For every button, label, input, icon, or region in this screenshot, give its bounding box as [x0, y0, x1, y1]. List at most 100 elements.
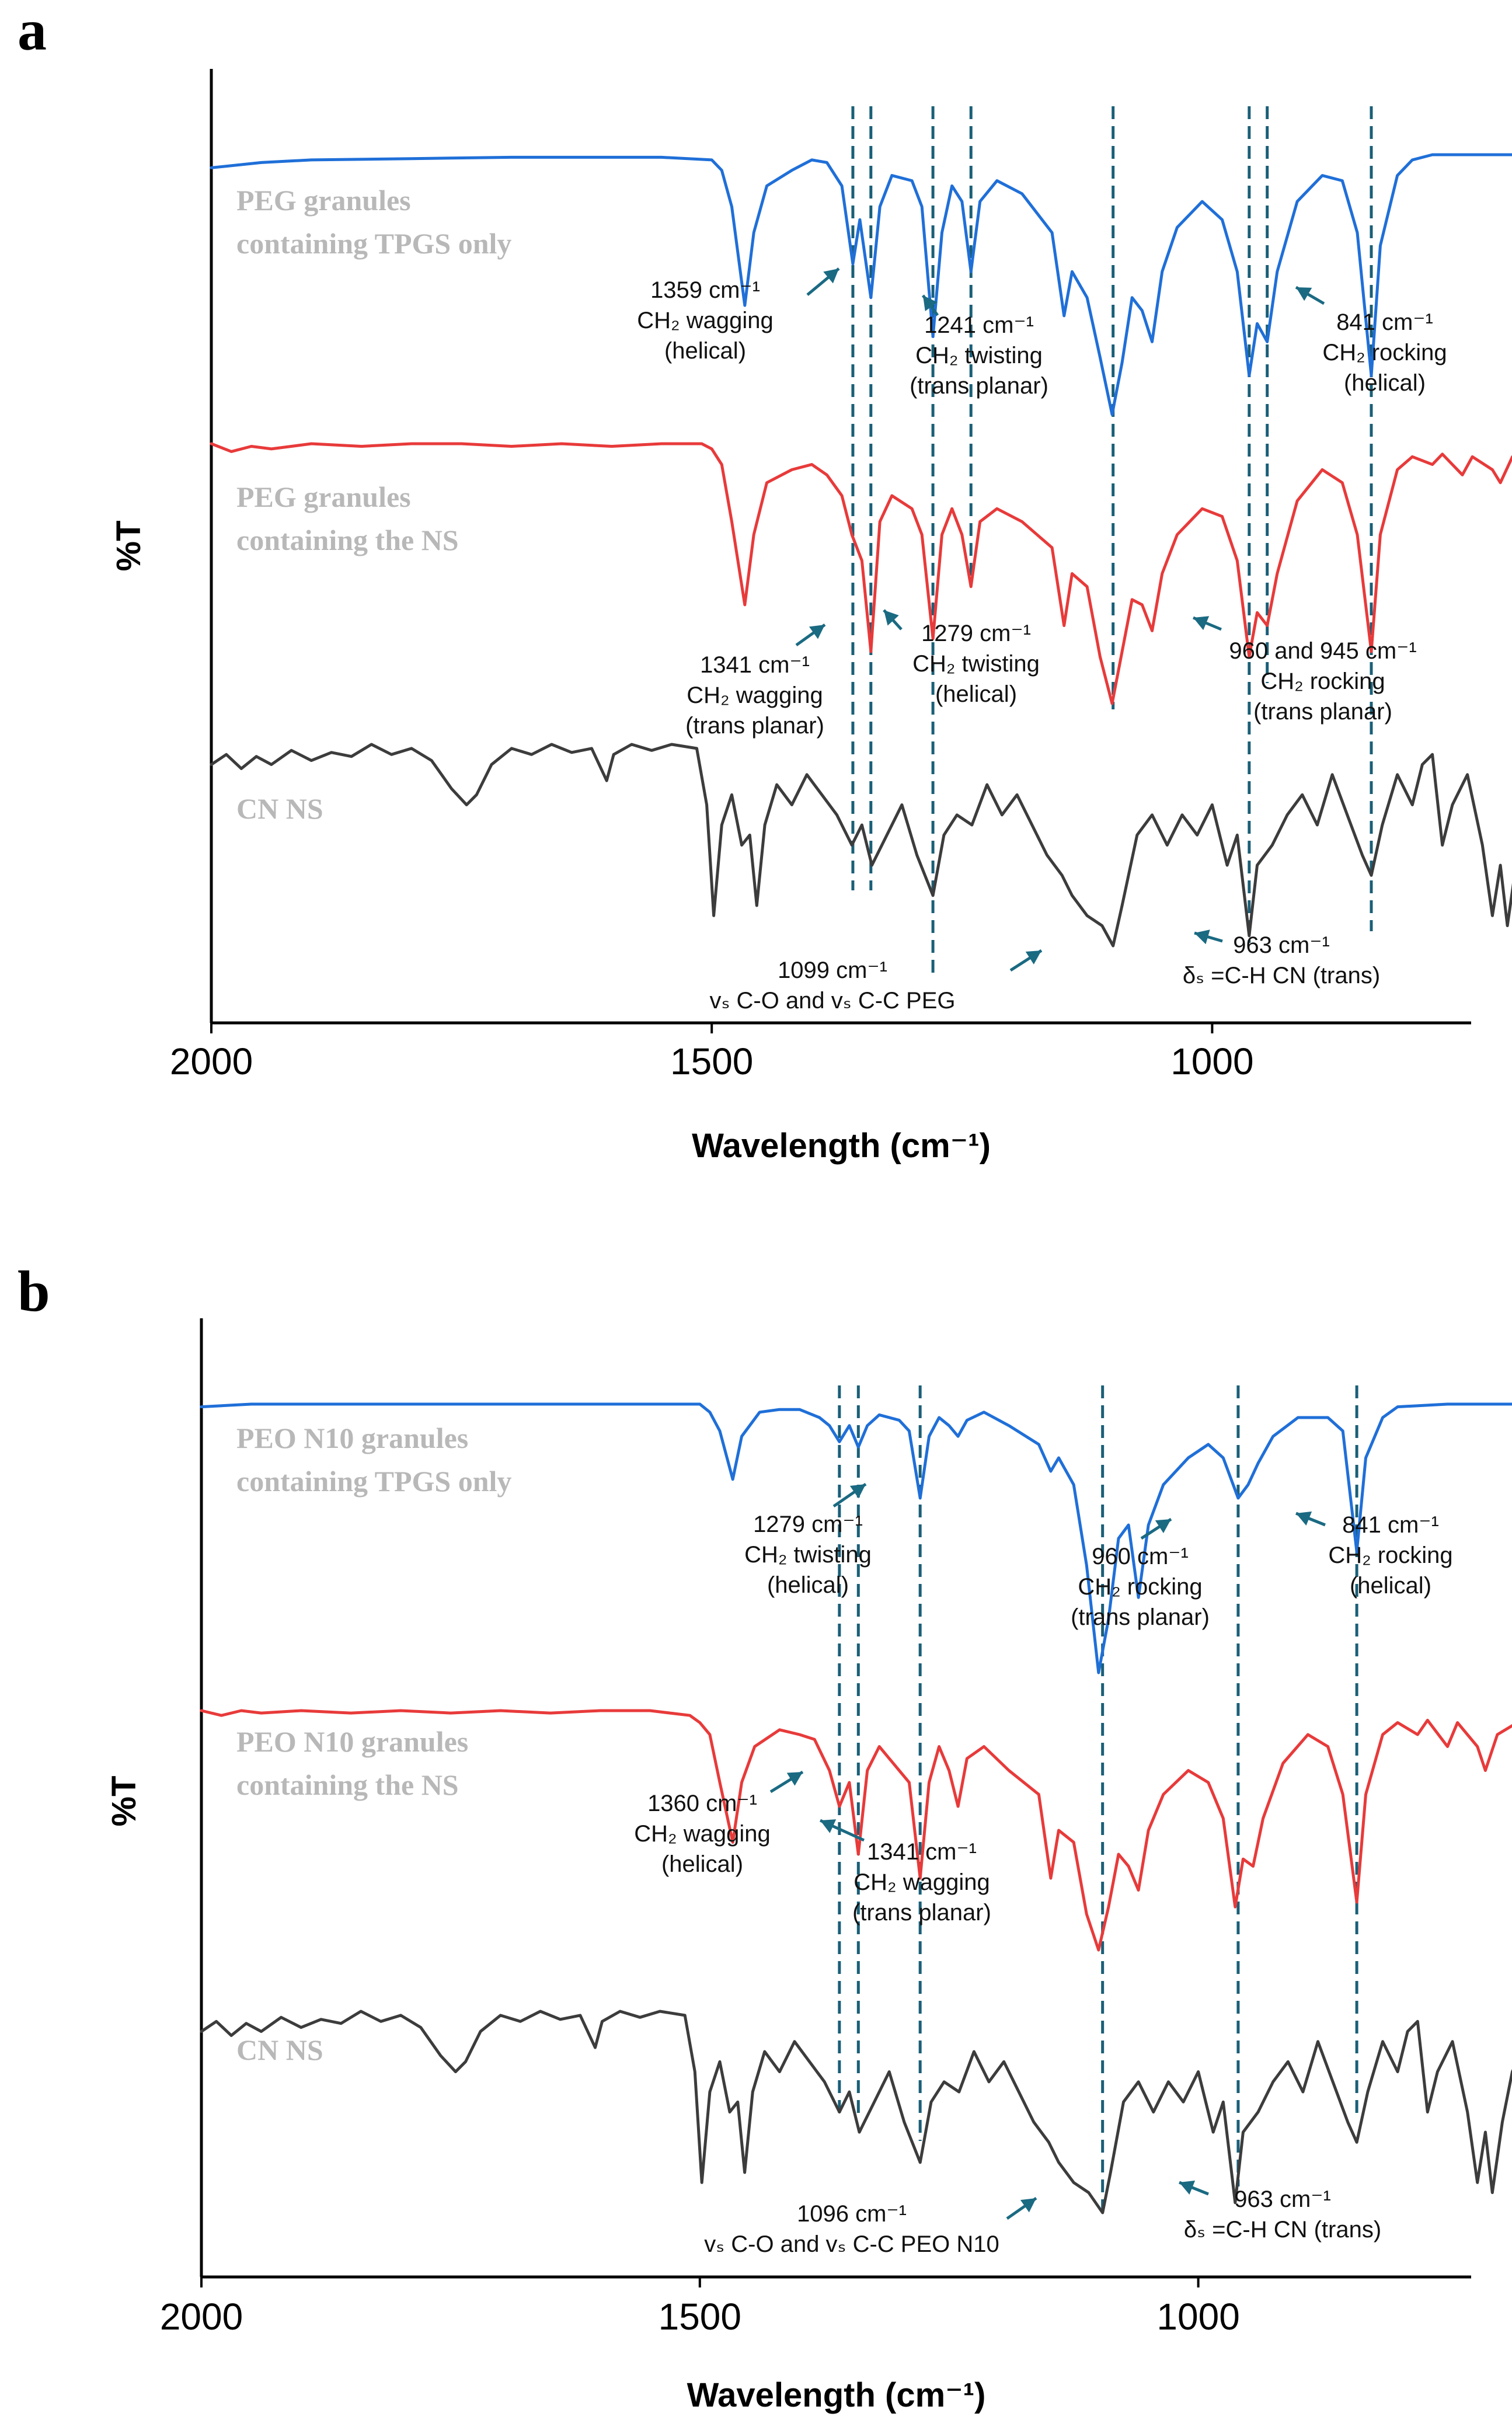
annotation-3-line-1: 841 cm⁻¹	[1342, 1512, 1439, 1538]
annotation-2-line-3: (trans planar)	[910, 373, 1048, 399]
annotation-4-line-3: (helical)	[661, 1851, 743, 1877]
annotation-3-text: 841 cm⁻¹ CH₂ rocking (helical)	[1328, 1512, 1452, 1599]
series-label-1: PEG granules containing TPGS only	[236, 184, 511, 260]
annotation-1-line-3: (helical)	[767, 1572, 849, 1598]
annotation-3-line-2: CH₂ rocking	[1328, 1542, 1452, 1568]
annotation-2-line-3: (trans planar)	[1071, 1604, 1210, 1630]
annotation-8-line-1: 963 cm⁻¹	[1233, 932, 1330, 958]
series-label-line: containing the NS	[236, 524, 459, 556]
x-tick-label: 1500	[670, 1040, 753, 1082]
annotation-6-text: 960 and 945 cm⁻¹ CH₂ rocking (trans planar…	[1229, 638, 1416, 725]
y-axis-title: %T	[105, 1776, 143, 1827]
annotation-3-text: 841 cm⁻¹ CH₂ rocking (helical)	[1322, 309, 1447, 396]
annotation-1-line-1: 1279 cm⁻¹	[753, 1512, 863, 1537]
annotation-6-arrowhead	[1193, 616, 1210, 631]
annotation-3-line-3: (helical)	[1344, 370, 1426, 396]
annotation-4-text: 1360 cm⁻¹ CH₂ wagging (helical)	[634, 1791, 770, 1877]
series-label-line: PEG granules	[236, 184, 411, 217]
annotation-7-line-1: 963 cm⁻¹	[1234, 2186, 1331, 2212]
annotation-4-line-1: 1341 cm⁻¹	[700, 652, 810, 678]
annotation-6-line-1: 1096 cm⁻¹	[797, 2201, 907, 2227]
annotation-2-text: 960 cm⁻¹ CH₂ rocking (trans planar)	[1071, 1544, 1210, 1630]
annotation-7-line-2: δₛ =C-H CN (trans)	[1184, 2217, 1381, 2243]
annotation-6-arrowhead	[1020, 2198, 1036, 2213]
series-label-3: CN NS	[236, 792, 323, 825]
annotation-7-line-2: vₛ C-O and vₛ C-C PEG	[709, 988, 955, 1014]
panel-label: a	[18, 0, 47, 62]
annotation-6-line-1: 960 and 945 cm⁻¹	[1229, 638, 1416, 664]
annotation-5-line-3: (helical)	[935, 681, 1017, 707]
annotation-1-line-2: CH₂ twisting	[744, 1542, 872, 1568]
series-label-2: PEO N10 granules containing the NS	[236, 1725, 468, 1801]
annotation-2-line-2: CH₂ twisting	[915, 343, 1043, 368]
annotation-6-text: 1096 cm⁻¹ vₛ C-O and vₛ C-C PEO N10	[704, 2201, 999, 2257]
annotation-3-line-3: (helical)	[1350, 1573, 1431, 1599]
annotation-4-line-2: CH₂ wagging	[687, 683, 823, 708]
annotation-6-line-2: vₛ C-O and vₛ C-C PEO N10	[704, 2231, 999, 2257]
annotation-6-line-2: CH₂ rocking	[1260, 668, 1385, 694]
series-label-3: CN NS	[236, 2034, 323, 2066]
annotation-7-line-1: 1099 cm⁻¹	[778, 957, 887, 983]
annotation-7-text: 1099 cm⁻¹ vₛ C-O and vₛ C-C PEG	[709, 957, 955, 1014]
annotation-8-line-2: δₛ =C-H CN (trans)	[1183, 963, 1380, 988]
annotation-6-line-3: (trans planar)	[1253, 699, 1392, 725]
x-tick-label: 1500	[659, 2296, 741, 2338]
annotation-2-text: 1241 cm⁻¹ CH₂ twisting (trans planar)	[910, 312, 1048, 399]
spectrum-1	[200, 1402, 1512, 1674]
annotation-2-line-1: 960 cm⁻¹	[1092, 1544, 1189, 1569]
annotation-3-arrowhead	[1296, 287, 1312, 301]
spectrum-3	[200, 2010, 1512, 2214]
x-tick-label: 2000	[160, 2296, 243, 2338]
annotation-7-arrowhead	[1025, 950, 1041, 964]
series-label-line: containing TPGS only	[236, 227, 511, 260]
x-axis-title: Wavelength (cm⁻¹)	[687, 2376, 986, 2414]
x-tick-label: 2000	[170, 1040, 253, 1082]
annotation-8-text: 963 cm⁻¹ δₛ =C-H CN (trans)	[1183, 932, 1380, 988]
annotation-5-arrowhead	[820, 1819, 837, 1833]
series-label-line: PEG granules	[236, 480, 411, 513]
series-label-line: containing the NS	[236, 1768, 459, 1801]
annotation-5-line-2: CH₂ twisting	[912, 651, 1040, 677]
annotation-4-line-3: (trans planar)	[685, 713, 824, 739]
x-axis-title: Wavelength (cm⁻¹)	[692, 1127, 991, 1165]
annotation-4-line-2: CH₂ wagging	[634, 1821, 770, 1847]
series-label-line: containing TPGS only	[236, 1465, 511, 1498]
series-label-1: PEO N10 granules containing TPGS only	[236, 1422, 511, 1498]
annotation-1-line-2: CH₂ wagging	[637, 308, 773, 333]
annotation-2-arrowhead	[1155, 1519, 1171, 1533]
annotation-1-arrowhead	[849, 1484, 866, 1499]
annotation-5-line-1: 1341 cm⁻¹	[867, 1839, 977, 1865]
series-label-line: CN NS	[236, 2034, 323, 2066]
spectrum-3	[210, 743, 1512, 948]
annotation-2-line-1: 1241 cm⁻¹	[924, 312, 1034, 338]
x-tick-label: 1000	[1170, 1040, 1253, 1082]
series-label-line: PEO N10 granules	[236, 1725, 468, 1758]
panel-b: b 2000 1500 1000 Wavelength (cm⁻¹) %T PEO N10 …	[18, 1259, 1512, 2414]
annotation-1-line-3: (helical)	[664, 338, 746, 364]
x-tick-label: 1000	[1156, 2296, 1239, 2338]
annotation-5-line-3: (trans planar)	[852, 1900, 991, 1925]
annotation-4-arrowhead	[809, 625, 825, 639]
annotation-5-line-2: CH₂ wagging	[853, 1869, 990, 1895]
panel-label: b	[18, 1259, 50, 1324]
annotation-1-text: 1359 cm⁻¹ CH₂ wagging (helical)	[637, 277, 773, 364]
annotation-4-line-1: 1360 cm⁻¹	[647, 1791, 757, 1816]
annotation-2-arrowhead	[923, 295, 938, 312]
annotation-1-text: 1279 cm⁻¹ CH₂ twisting (helical)	[744, 1512, 872, 1598]
annotation-7-arrowhead	[1179, 2180, 1196, 2195]
annotation-5-arrowhead	[884, 610, 899, 626]
annotation-1-line-1: 1359 cm⁻¹	[650, 277, 760, 303]
annotation-5-text: 1341 cm⁻¹ CH₂ wagging (trans planar)	[852, 1839, 991, 1925]
annotation-1-arrowhead	[823, 269, 839, 284]
panel-a: a 2000 1500 1000 Wavelength (cm⁻¹) %T PEG gran…	[18, 0, 1512, 1165]
y-axis-title: %T	[110, 521, 148, 572]
annotation-4-arrowhead	[786, 1772, 803, 1786]
annotation-5-text: 1279 cm⁻¹ CH₂ twisting (helical)	[912, 621, 1040, 707]
annotation-3-line-1: 841 cm⁻¹	[1336, 309, 1433, 335]
spectrum-2	[200, 1709, 1512, 1952]
annotation-8-arrowhead	[1194, 929, 1210, 945]
series-label-line: CN NS	[236, 792, 323, 825]
annotation-2-line-2: CH₂ rocking	[1078, 1574, 1202, 1600]
annotation-7-text: 963 cm⁻¹ δₛ =C-H CN (trans)	[1184, 2186, 1381, 2243]
